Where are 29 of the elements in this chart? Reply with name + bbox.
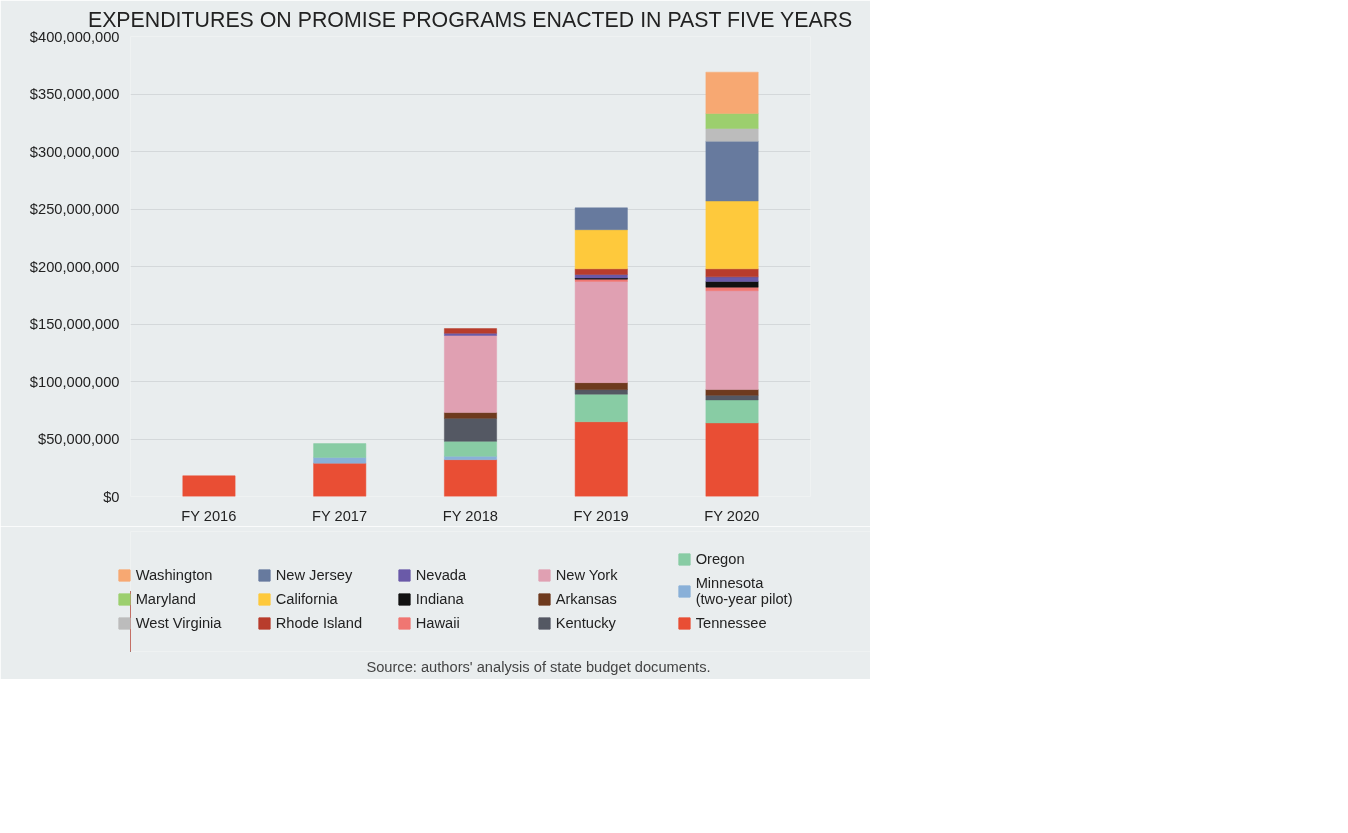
source-note: Source: authors' analysis of state budget documents.	[366, 658, 711, 675]
x-tick-label: FY 2019	[573, 507, 629, 524]
legend-label: Minnesota (two-year pilot)	[695, 575, 793, 607]
y-tick-label: $100,000,000	[29, 373, 120, 390]
legend-label: Rhode Island	[275, 615, 363, 631]
legend-label: Kentucky	[555, 615, 616, 631]
legend-label: New York	[555, 567, 618, 583]
legend-label: Maryland	[135, 591, 196, 607]
legend-label: Indiana	[415, 591, 464, 607]
legend-label: California	[275, 591, 338, 607]
legend-label: West Virginia	[135, 615, 222, 631]
x-tick-label: FY 2018	[442, 507, 498, 524]
y-tick-label: $0	[103, 488, 120, 505]
x-tick-label: FY 2017	[312, 507, 368, 524]
y-tick-label: $350,000,000	[29, 86, 120, 102]
legend-label: Tennessee	[695, 615, 767, 631]
legend-label: Washington	[135, 567, 213, 583]
y-tick-label: $300,000,000	[29, 143, 120, 160]
y-tick-label: $250,000,000	[29, 201, 120, 217]
y-tick-label: $200,000,000	[29, 258, 120, 275]
legend-label: Nevada	[415, 567, 467, 583]
legend-label: Arkansas	[555, 591, 617, 607]
legend-label: New Jersey	[275, 567, 353, 583]
y-tick-label: $50,000,000	[38, 431, 120, 447]
y-tick-label: $150,000,000	[29, 316, 120, 332]
legend-label: Oregon	[695, 551, 745, 567]
x-tick-label: FY 2016	[181, 507, 237, 524]
x-tick-label: FY 2020	[704, 507, 760, 524]
legend-label: Hawaii	[415, 615, 460, 631]
